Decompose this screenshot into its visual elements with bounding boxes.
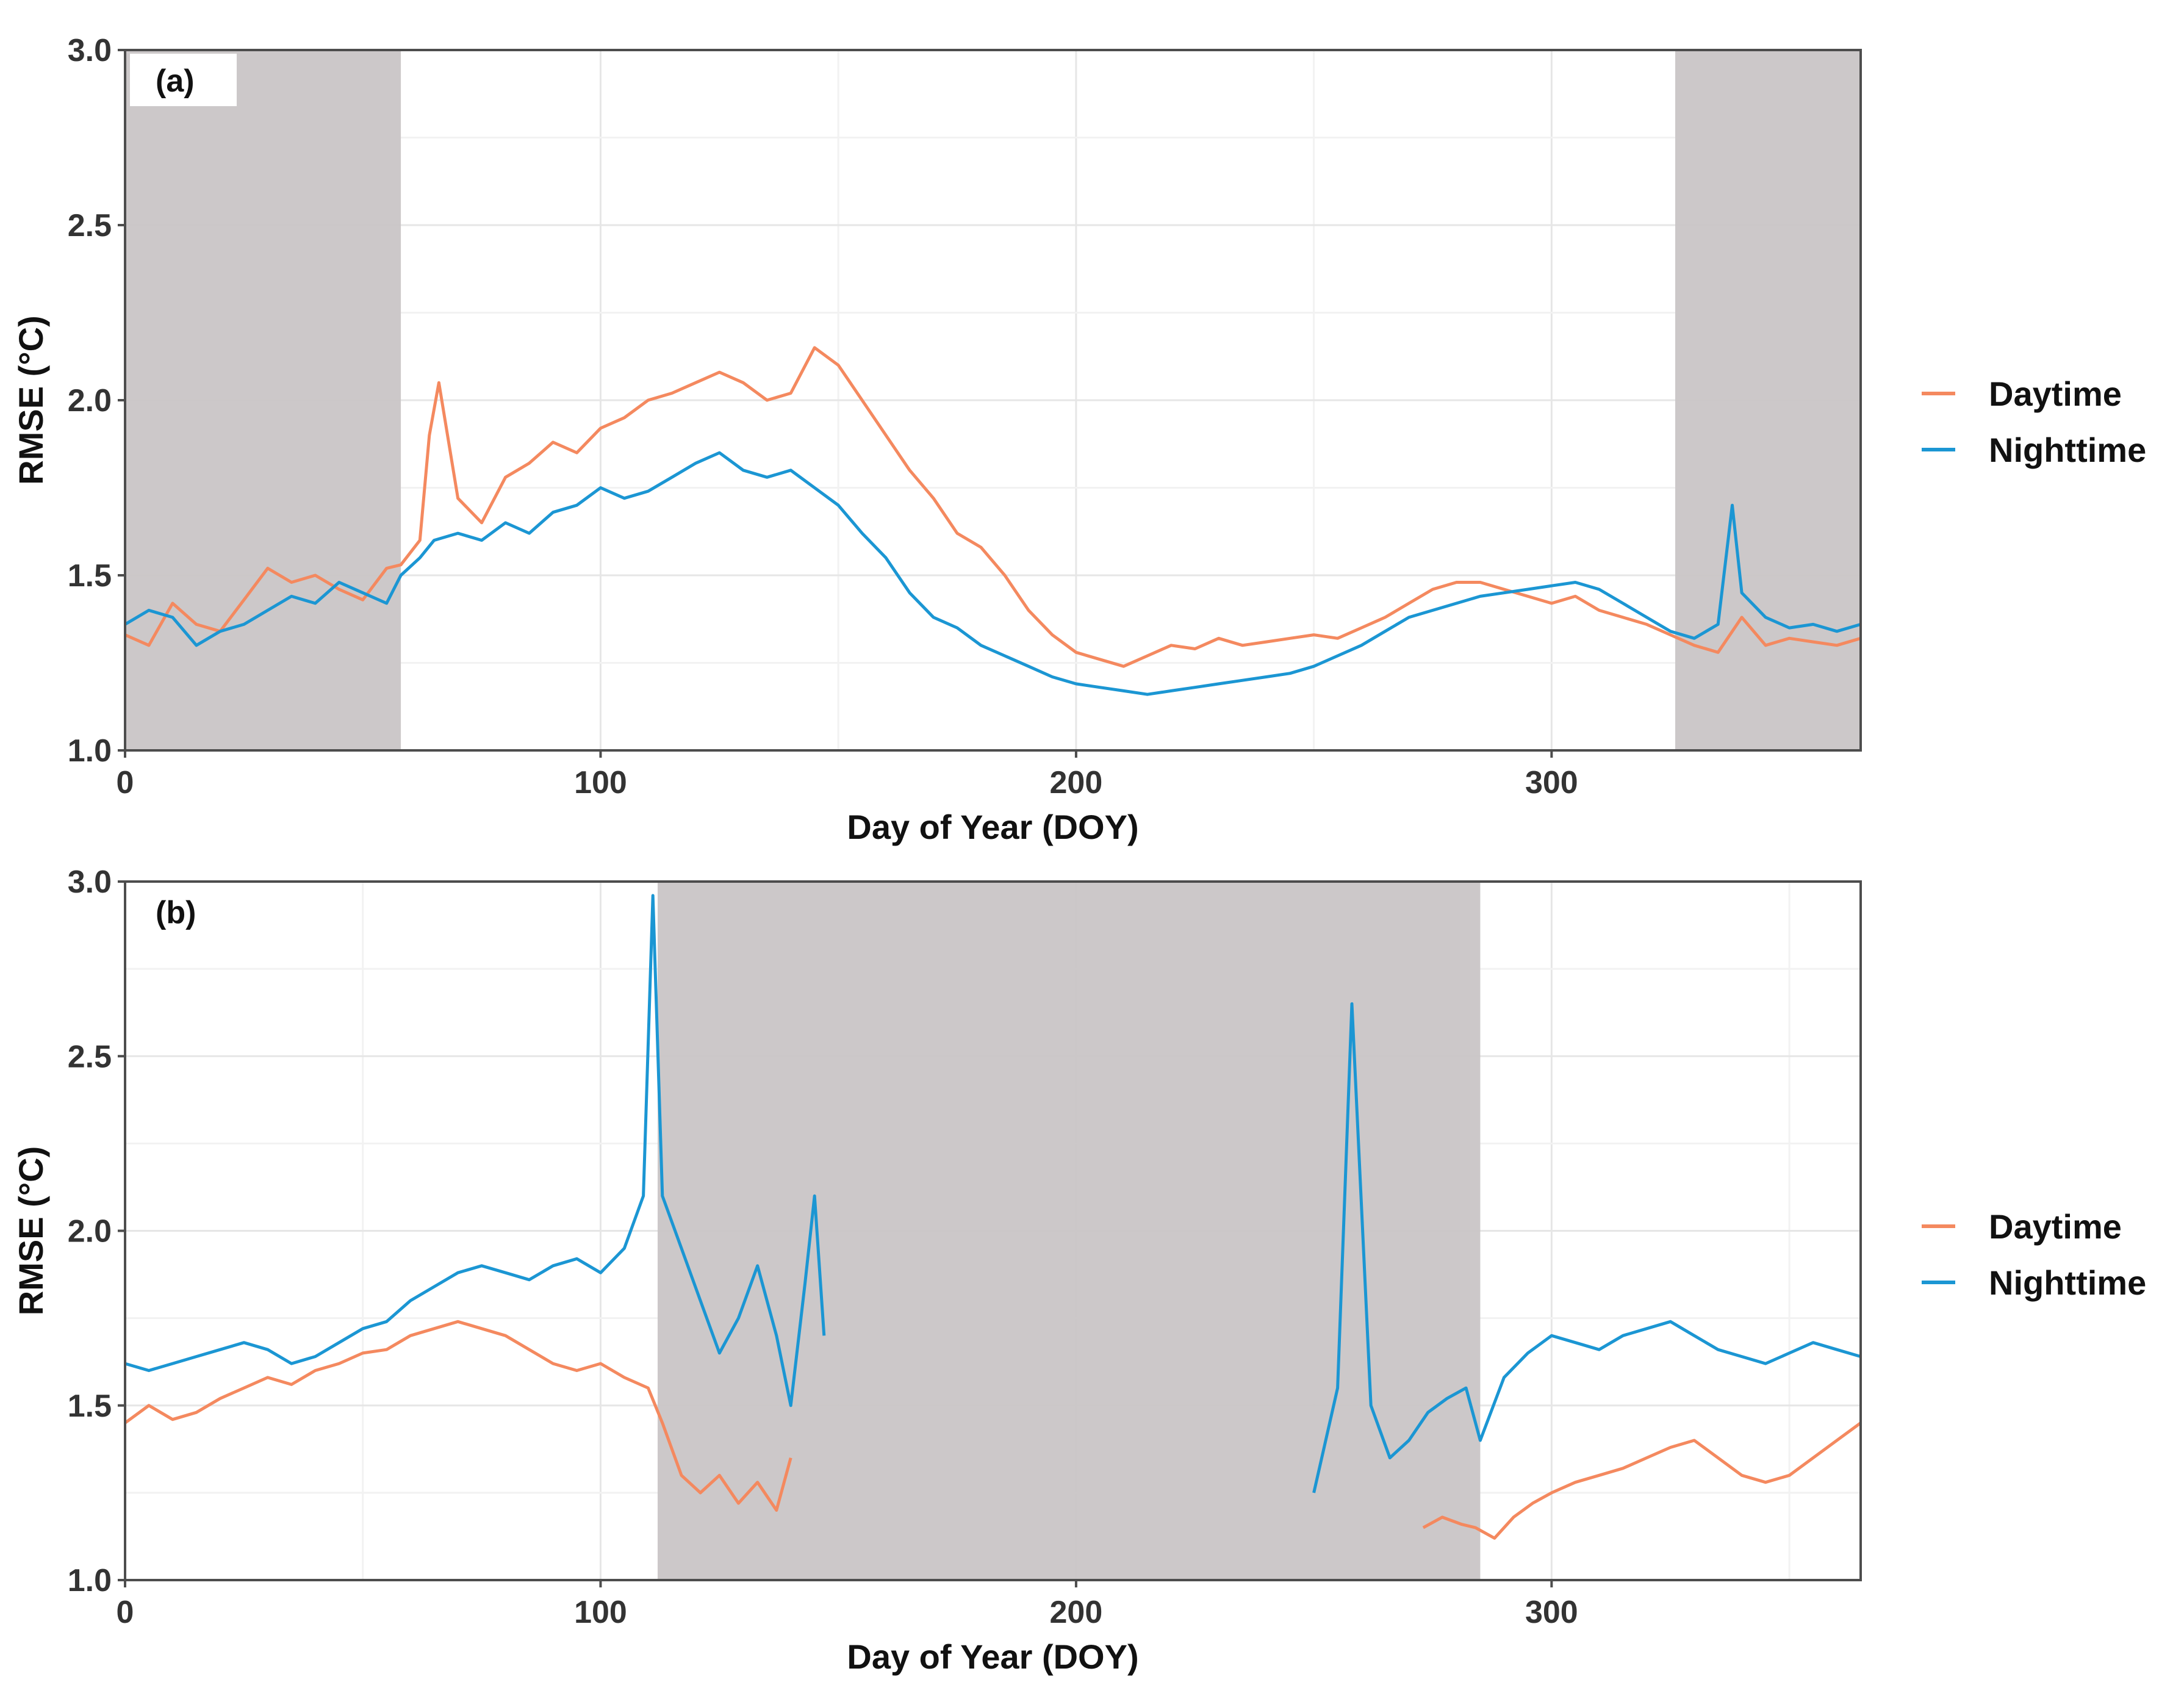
legend-label-nighttime: Nighttime (1989, 1263, 2146, 1302)
y-tick-label: 1.0 (68, 1563, 112, 1598)
series-line-nighttime (124, 451, 1861, 696)
y-axis-title: RMSE (°C) (12, 315, 50, 484)
y-tick-label: 1.5 (68, 558, 112, 594)
y-tick-label: 2.5 (68, 208, 112, 243)
y-tick-label: 2.0 (68, 383, 112, 419)
x-tick-label: 300 (1525, 765, 1578, 800)
x-axis-title: Day of Year (DOY) (847, 808, 1138, 846)
y-tick-label: 1.0 (68, 733, 112, 769)
panel-a: (a) 0 100 200 300 1.0 1.5 2.0 2.5 3.0 Day of Year … (12, 33, 2146, 846)
x-tick-label: 200 (1050, 1595, 1103, 1630)
x-tick-label: 100 (574, 765, 627, 800)
shaded-region (125, 50, 401, 750)
legend-label-daytime: Daytime (1989, 375, 2122, 413)
panel-label: (a) (156, 63, 195, 99)
series-line-daytime (124, 346, 1861, 668)
x-tick-label: 300 (1525, 1595, 1578, 1630)
x-tick-label: 200 (1050, 765, 1103, 800)
y-tick-label: 1.5 (68, 1389, 112, 1424)
y-axis-title: RMSE (°C) (12, 1146, 50, 1315)
y-tick-label: 3.0 (68, 864, 112, 900)
legend-label-daytime: Daytime (1989, 1207, 2122, 1246)
y-tick-label: 2.5 (68, 1039, 112, 1074)
legend-label-nighttime: Nighttime (1989, 431, 2146, 469)
y-tick-label: 2.0 (68, 1214, 112, 1249)
panel-b: (b) 0 100 200 300 1.0 1.5 2.0 2.5 3.0 Day of Year … (12, 864, 2146, 1676)
x-axis-title: Day of Year (DOY) (847, 1637, 1138, 1676)
panel-label: (b) (156, 895, 196, 930)
shaded-region (657, 882, 1481, 1580)
x-tick-label: 0 (117, 765, 134, 800)
y-tick-label: 3.0 (68, 33, 112, 68)
shaded-region (1675, 50, 1861, 750)
panel-tag-box (130, 54, 237, 106)
x-tick-label: 0 (117, 1595, 134, 1630)
x-tick-label: 100 (574, 1595, 627, 1630)
